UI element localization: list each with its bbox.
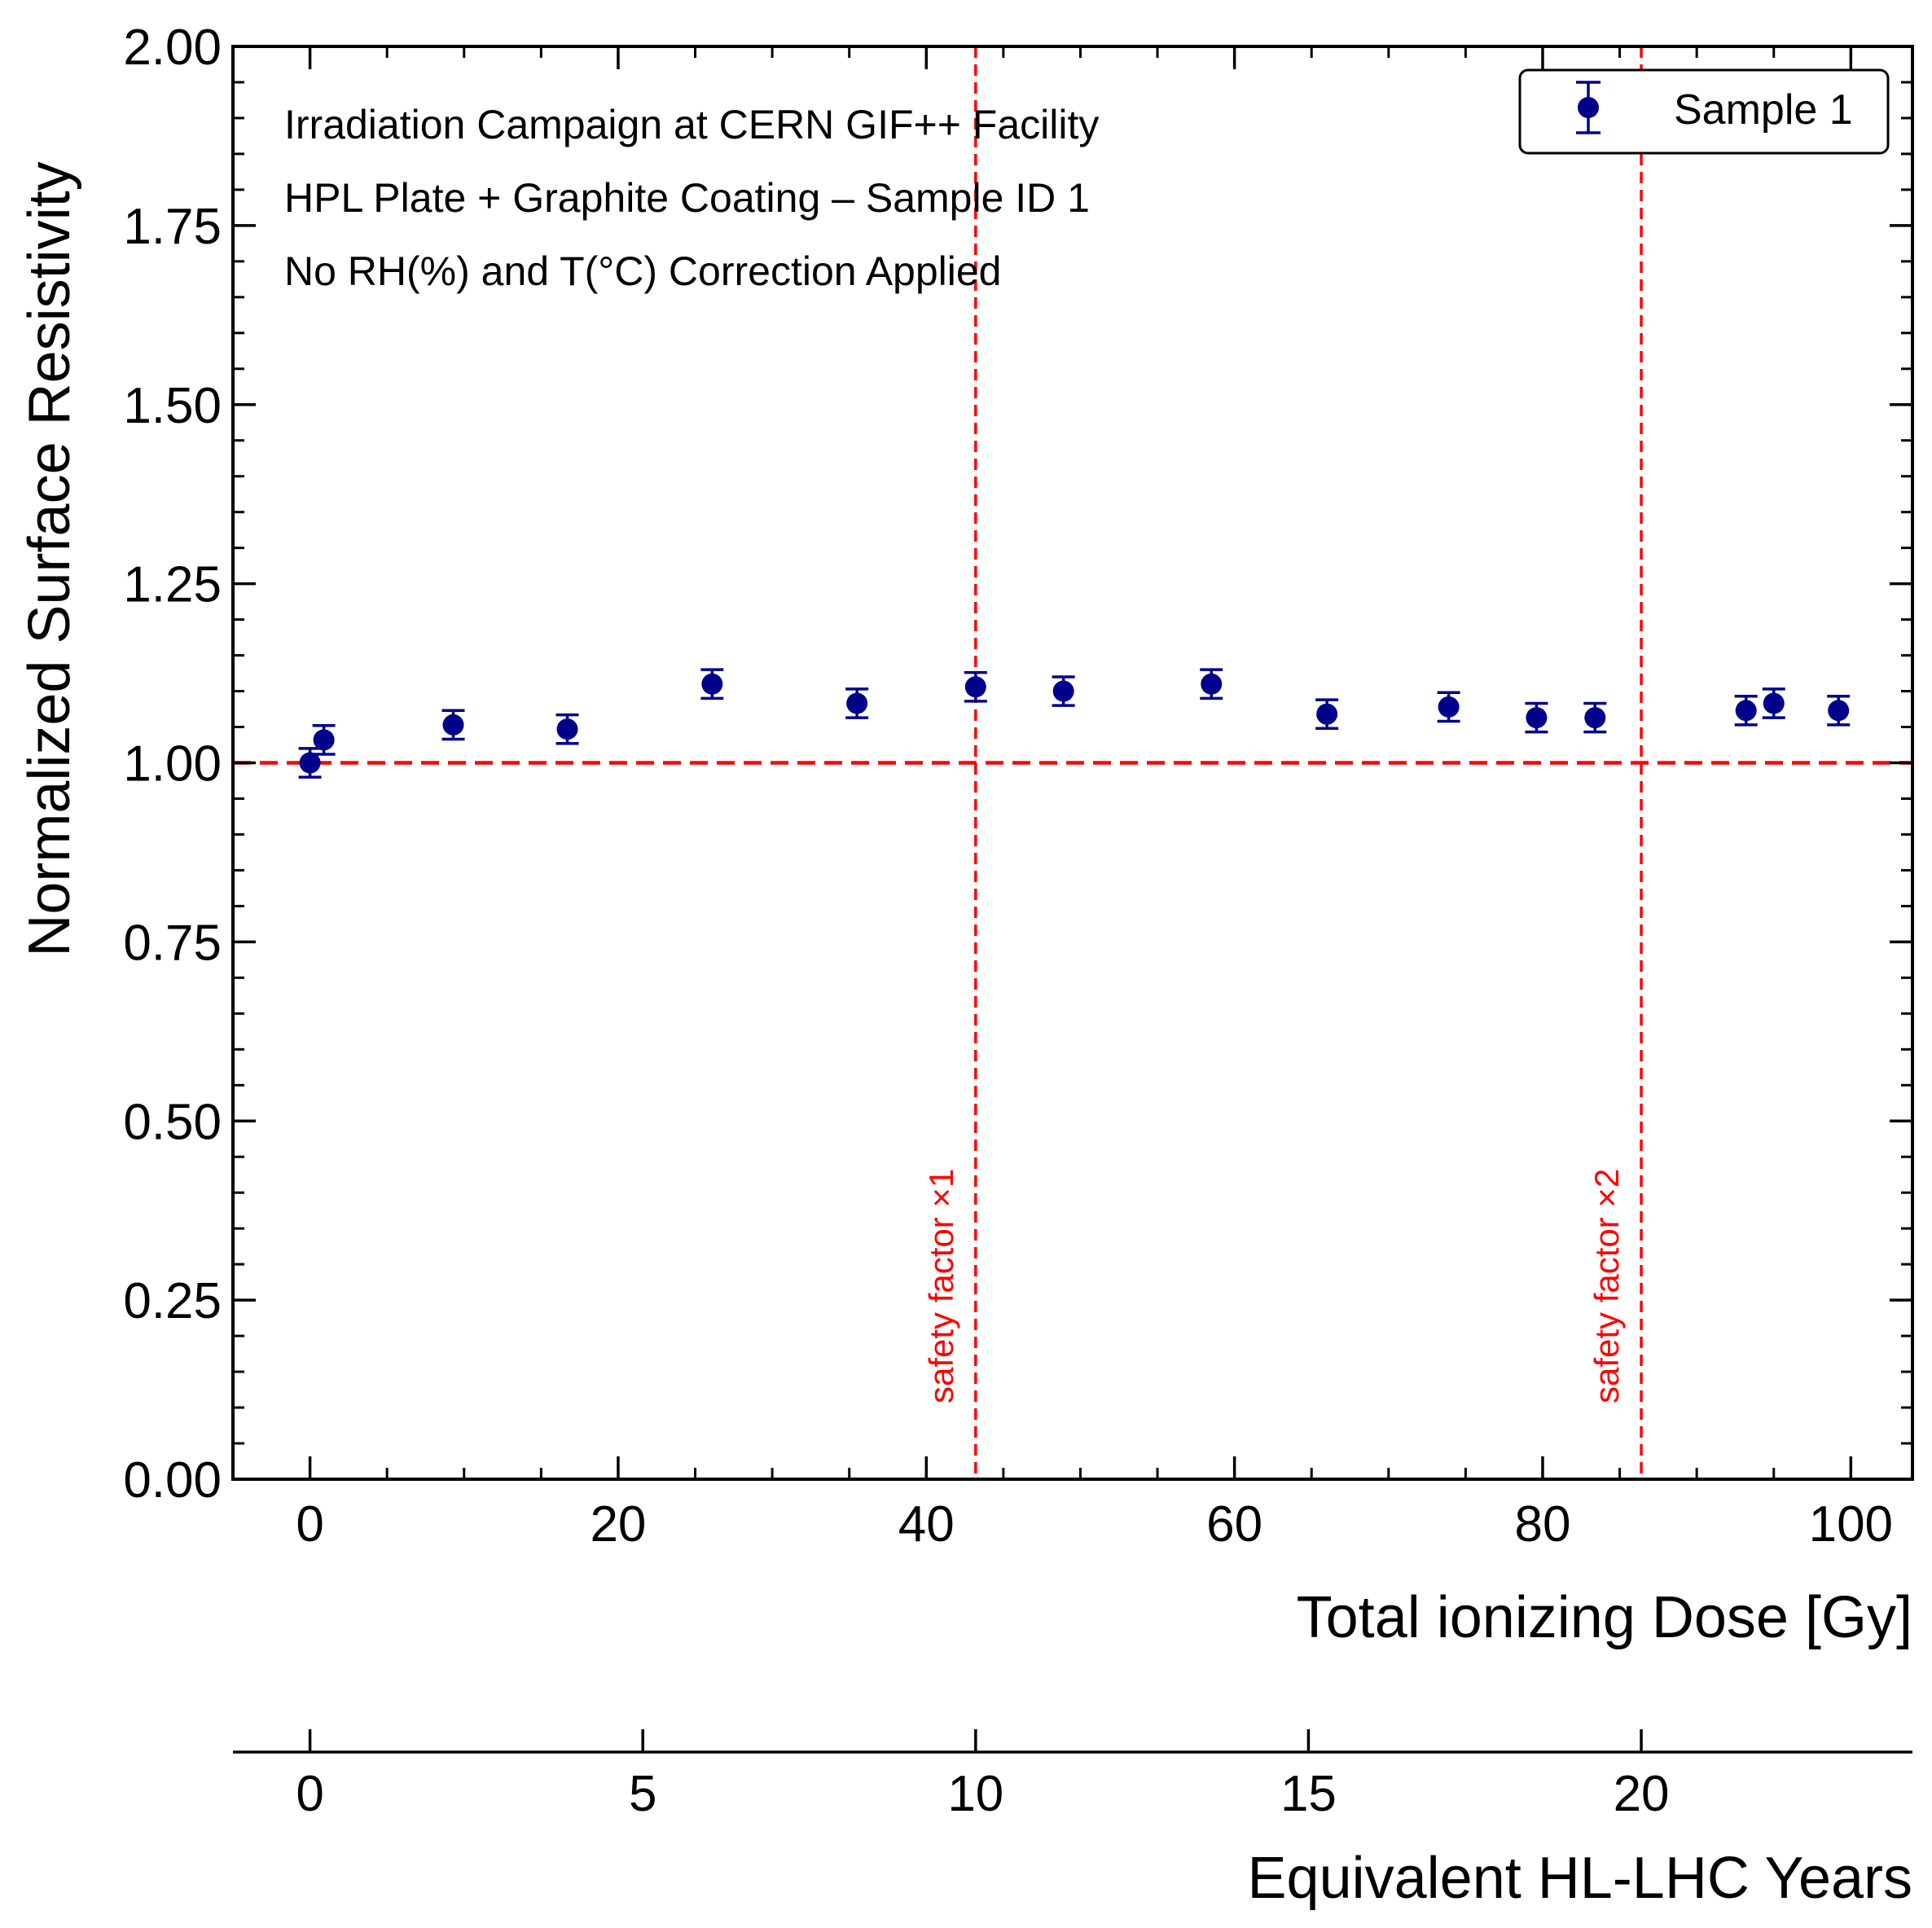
legend: Sample 1 [1518, 68, 1890, 155]
annotation-line-3: No RH(%) and T(°C) Correction Applied [284, 248, 1002, 294]
secondary-x-tick-label: 15 [1280, 1766, 1337, 1822]
data-points [298, 668, 1851, 779]
data-point [312, 724, 336, 756]
legend-marker [1576, 81, 1600, 134]
data-marker [313, 729, 335, 751]
reference-lines: safety factor ×1 safety factor ×2 [233, 46, 1912, 1479]
y-tick-label: 1.50 [123, 378, 222, 434]
annotation-line-2: HPL Plate + Graphite Coating – Sample ID… [284, 175, 1090, 221]
secondary-x-axis: 0 5 10 15 20 [233, 1729, 1912, 1822]
data-marker [1735, 700, 1757, 722]
plot-frame [231, 45, 1914, 1481]
data-point [1583, 701, 1607, 734]
y-tick-label: 1.00 [123, 736, 222, 793]
y-tick-label: 0.75 [123, 915, 222, 971]
data-marker [1763, 692, 1785, 714]
y-tick-label: 0.50 [123, 1094, 222, 1150]
data-marker [442, 714, 464, 736]
y-tick-label: 2.00 [123, 20, 222, 76]
data-point [298, 747, 322, 779]
y-tick-label: 0.00 [123, 1452, 222, 1509]
data-point [1525, 701, 1548, 734]
y-tick-label: 1.25 [123, 557, 222, 613]
secondary-x-axis-label: Equivalent HL-LHC Years [1248, 1846, 1912, 1911]
data-point [1200, 668, 1223, 700]
data-point [1827, 694, 1851, 727]
data-marker [299, 752, 321, 774]
data-point [1052, 675, 1075, 707]
legend-label-sample-1: Sample 1 [1674, 86, 1853, 134]
data-marker [1526, 707, 1548, 729]
legend-box [1518, 68, 1890, 155]
data-point [1437, 691, 1460, 723]
data-marker [846, 692, 868, 714]
data-point [964, 670, 987, 703]
y-axis-label: Normalized Surface Resistivity [17, 161, 82, 956]
y-tick-label: 1.75 [123, 199, 222, 255]
data-marker [701, 673, 723, 695]
data-marker [1584, 707, 1606, 729]
data-marker [556, 718, 578, 740]
data-point [555, 713, 579, 745]
data-marker [1828, 700, 1850, 722]
x-tick-label: 40 [898, 1496, 955, 1553]
data-point [1762, 687, 1785, 719]
data-point [1315, 698, 1339, 731]
reference-line-label: safety factor ×2 [1587, 1169, 1626, 1403]
y-tick-label: 0.25 [123, 1273, 222, 1329]
data-point [700, 668, 724, 700]
y-axis-ticks: 0.00 0.25 0.50 0.75 1.00 1.25 1.50 1.75 2.00 [123, 20, 1912, 1509]
data-point [845, 687, 869, 719]
secondary-x-tick-label: 5 [629, 1766, 656, 1822]
data-point [1734, 694, 1758, 727]
data-marker [964, 676, 986, 698]
data-marker [1201, 673, 1223, 695]
annotation-block: Irradiation Campaign at CERN GIF++ Facil… [284, 102, 1099, 294]
data-marker [1052, 680, 1074, 702]
x-tick-label: 60 [1206, 1496, 1262, 1553]
x-tick-label: 20 [590, 1496, 646, 1553]
x-tick-label: 100 [1809, 1496, 1893, 1553]
annotation-line-1: Irradiation Campaign at CERN GIF++ Facil… [284, 102, 1099, 147]
x-tick-label: 80 [1514, 1496, 1570, 1553]
data-marker [1438, 696, 1460, 718]
legend-dot [1578, 97, 1599, 118]
reference-line-label: safety factor ×1 [922, 1169, 960, 1403]
data-marker [1316, 703, 1338, 725]
secondary-x-tick-label: 10 [947, 1766, 1003, 1822]
data-point [441, 709, 465, 741]
secondary-x-tick-label: 20 [1614, 1766, 1670, 1822]
x-axis-label: Total ionizing Dose [Gy] [1297, 1585, 1912, 1650]
x-tick-label: 0 [296, 1496, 323, 1553]
x-axis-ticks: 0 20 40 60 80 100 [296, 46, 1893, 1553]
secondary-x-tick-label: 0 [296, 1766, 323, 1822]
